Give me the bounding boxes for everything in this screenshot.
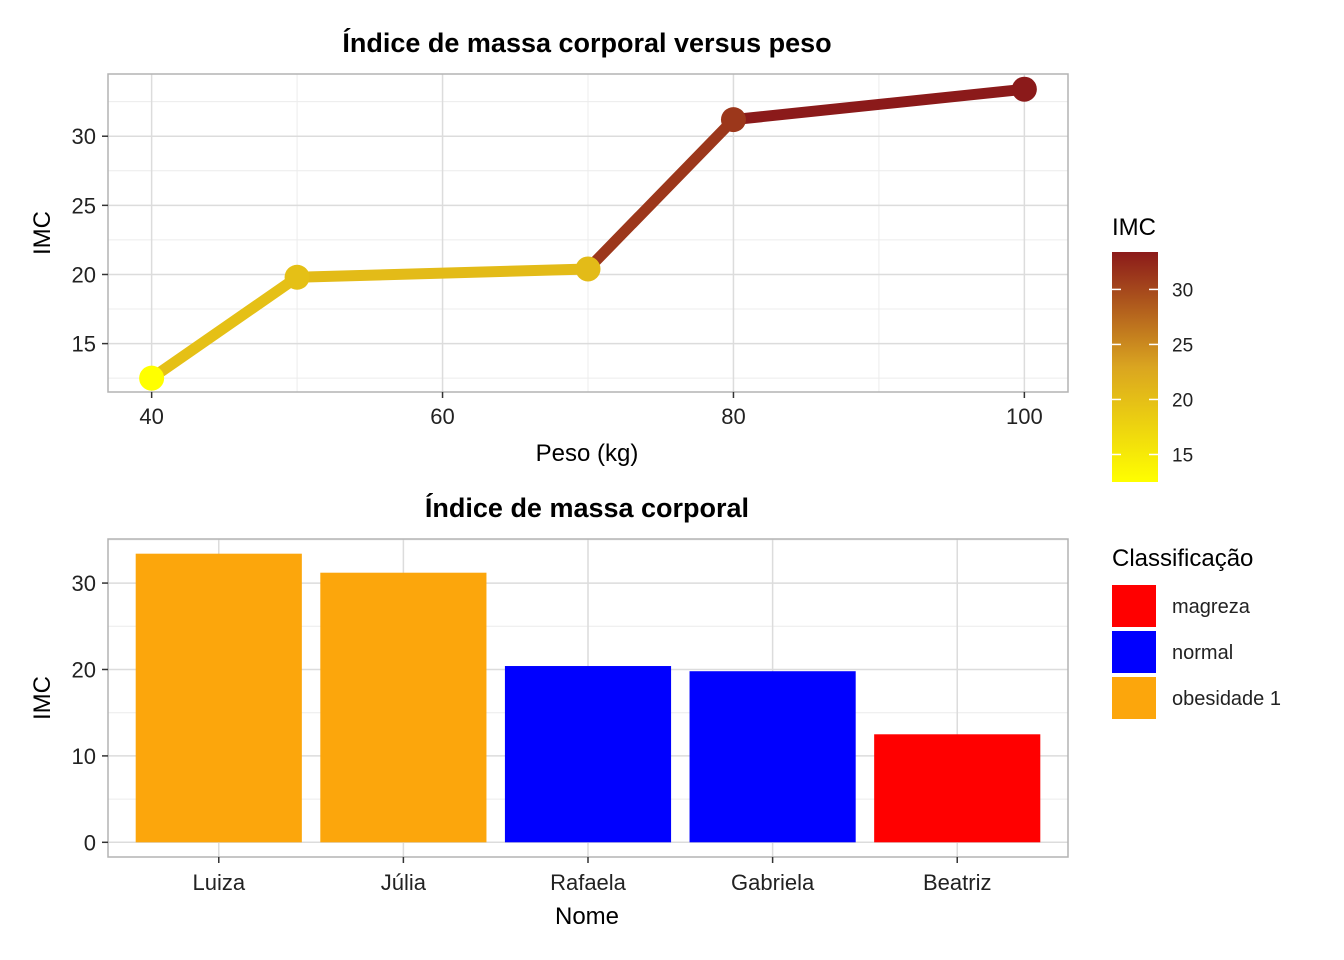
- line-segment: [582, 114, 739, 275]
- bar-chart-y-tick-label: 20: [72, 657, 96, 682]
- legend-label-obesidade-1: obesidade 1: [1172, 688, 1281, 710]
- colorbar-tick-label: 25: [1172, 335, 1193, 356]
- line-chart-y-tick-label: 30: [72, 124, 96, 149]
- data-point: [1011, 76, 1037, 102]
- bar-chart-title: Índice de massa corporal: [425, 492, 749, 523]
- data-point: [284, 264, 310, 290]
- bar-chart-y-label: IMC: [29, 676, 56, 720]
- line-segment: [727, 83, 1030, 126]
- bar-chart-bars: [135, 553, 1041, 843]
- legend-label-magreza: magreza: [1172, 596, 1251, 618]
- bar-beatriz: [874, 734, 1041, 843]
- colorbar-tick-label: 20: [1172, 390, 1193, 411]
- line-chart-y-tick-label: 25: [72, 193, 96, 218]
- colorbar-tick-label: 15: [1172, 445, 1193, 466]
- bar-chart-x-tick-label: Júlia: [381, 870, 427, 895]
- line-chart-axes: 40 60 80 100 15 20 25 30: [72, 124, 1043, 429]
- line-segment: [291, 263, 594, 283]
- bar-chart-axes: Luiza Júlia Rafaela Gabriela Beatriz 0 10 20 30: [72, 571, 992, 895]
- bar-chart-x-tick-label: Beatriz: [923, 870, 991, 895]
- bar-chart-y-tick-label: 30: [72, 571, 96, 596]
- legend-swatch-obesidade-1: [1112, 677, 1156, 719]
- line-chart-series: [139, 76, 1037, 391]
- bar-chart-x-tick-label: Rafaela: [550, 870, 627, 895]
- bar-chart-y-tick-label: 0: [84, 830, 96, 855]
- colorbar-gradient: [1112, 252, 1158, 482]
- colorbar-legend-title: IMC: [1112, 214, 1156, 241]
- line-chart-x-tick-label: 80: [721, 404, 745, 429]
- line-chart-y-tick-label: 20: [72, 262, 96, 287]
- bar-gabriela: [689, 671, 856, 843]
- data-point: [575, 256, 601, 282]
- classification-legend-title: Classificação: [1112, 545, 1253, 572]
- bar-chart-x-label: Nome: [555, 903, 619, 930]
- line-chart-x-tick-label: 40: [139, 404, 163, 429]
- bar-júlia: [320, 572, 487, 843]
- line-chart-y-tick-label: 15: [72, 332, 96, 357]
- legend-label-normal: normal: [1172, 642, 1233, 664]
- line-chart-title: Índice de massa corporal versus peso: [342, 27, 831, 58]
- bar-chart-x-tick-label: Gabriela: [731, 870, 815, 895]
- legend-swatch-magreza: [1112, 585, 1156, 627]
- bar-rafaela: [504, 666, 672, 843]
- colorbar-ticks: 15 20 25 30: [1112, 280, 1193, 466]
- bar-chart-y-tick-label: 10: [72, 744, 96, 769]
- classification-legend-items: magreza normal obesidade 1: [1112, 585, 1281, 719]
- data-point: [720, 107, 746, 133]
- line-chart: Índice de massa corporal versus peso 40 6…: [29, 27, 1069, 467]
- line-chart-x-label: Peso (kg): [536, 440, 639, 467]
- line-segment: [146, 271, 303, 384]
- bar-luiza: [135, 553, 302, 843]
- colorbar-tick-label: 30: [1172, 280, 1193, 301]
- line-chart-x-tick-label: 100: [1006, 404, 1043, 429]
- line-chart-panel-border: [107, 73, 1069, 393]
- imc-colorbar-legend: IMC 15 20 25 30: [1112, 214, 1193, 482]
- line-chart-y-label: IMC: [29, 211, 56, 255]
- bar-chart-x-tick-label: Luiza: [192, 870, 245, 895]
- data-point: [139, 365, 165, 391]
- classification-legend: Classificação magreza normal obesidade 1: [1112, 545, 1281, 719]
- line-chart-x-tick-label: 60: [430, 404, 454, 429]
- legend-swatch-normal: [1112, 631, 1156, 673]
- bar-chart: Índice de massa corporal Luiza Júlia Rafae…: [29, 492, 1069, 930]
